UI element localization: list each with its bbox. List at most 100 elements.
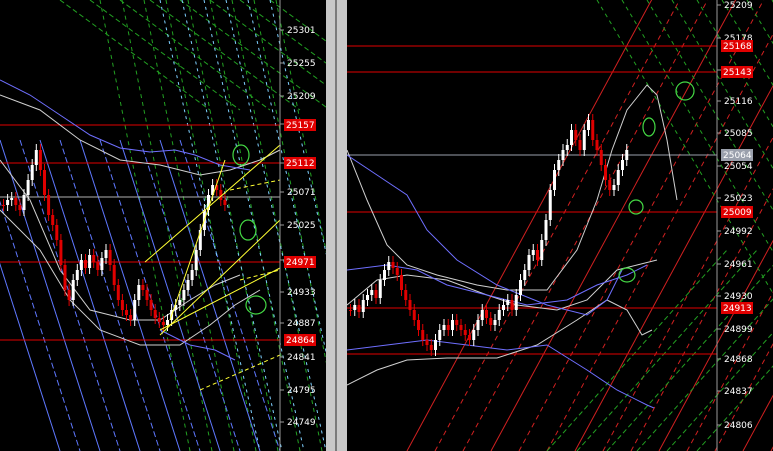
candle-body xyxy=(587,120,590,130)
right-circle-markers[interactable] xyxy=(618,81,695,283)
price-tag-bg xyxy=(721,66,753,78)
candle-body xyxy=(417,320,420,330)
splitter-groove xyxy=(335,0,337,451)
axis-label: 24899 xyxy=(724,325,753,335)
blue-fib-line xyxy=(179,139,281,451)
candle-body xyxy=(429,345,433,350)
red-fib-line xyxy=(434,0,681,451)
candle-body xyxy=(357,305,361,312)
candle-body xyxy=(63,265,67,290)
candle-body xyxy=(108,250,112,265)
candle-body xyxy=(446,325,450,330)
red-fib-line xyxy=(574,84,773,451)
blue-fib-line xyxy=(59,139,161,451)
price-tag-bg xyxy=(284,157,316,169)
blue-fib-line xyxy=(0,139,101,451)
upper-band xyxy=(347,84,678,291)
lower-band xyxy=(347,299,653,386)
candle-body xyxy=(84,260,87,268)
green-fib-line xyxy=(89,0,241,111)
candle-body xyxy=(591,120,595,140)
green-fib-line xyxy=(671,0,773,170)
left-horizontal-lines[interactable] xyxy=(0,124,280,341)
price-tag-label: 24971 xyxy=(286,258,315,268)
candle-body xyxy=(561,150,565,160)
candle-body xyxy=(463,330,467,335)
candle-body xyxy=(161,322,165,325)
candle-body xyxy=(361,300,365,312)
axis-label: 24868 xyxy=(724,355,753,365)
candle-body xyxy=(438,330,442,340)
candle-body xyxy=(96,262,100,270)
candle-body xyxy=(459,325,463,330)
candle-body xyxy=(608,180,612,190)
candle-body xyxy=(604,165,607,180)
candle-body xyxy=(141,285,145,290)
price-tag-bg xyxy=(721,149,753,161)
candle-body xyxy=(625,150,629,160)
pane-splitter[interactable] xyxy=(326,0,347,451)
candle-body xyxy=(145,290,149,300)
left-chart-canvas[interactable]: 2530125255252092516325117250712502524979… xyxy=(0,0,326,451)
candle-body xyxy=(71,280,75,300)
axis-label: 25071 xyxy=(287,188,316,198)
green-fib-line xyxy=(187,0,279,451)
green-fib-line xyxy=(621,0,773,253)
left-yellow-channel[interactable] xyxy=(144,144,281,391)
price-tag-label: 24913 xyxy=(723,304,752,314)
left-chart-pane[interactable]: 2530125255252092516325117250712502524979… xyxy=(0,0,326,451)
right-chart-pane[interactable]: 2520925178251472511625085250542502324992… xyxy=(347,0,773,451)
candle-body xyxy=(565,145,569,150)
candle-body xyxy=(502,305,505,310)
left-circle-markers[interactable] xyxy=(232,144,267,315)
candle-body xyxy=(468,335,471,340)
axis-label: 25255 xyxy=(287,59,316,69)
lower-band xyxy=(0,209,261,346)
candle-body xyxy=(548,190,552,220)
axis-label: 24795 xyxy=(287,386,316,396)
candle-body xyxy=(425,340,429,345)
candle-body xyxy=(519,280,522,295)
candle-body xyxy=(79,260,83,270)
red-fib-line xyxy=(658,239,773,451)
candle-body xyxy=(116,285,120,300)
right-horizontal-lines[interactable] xyxy=(347,45,717,355)
price-tag-bg xyxy=(721,40,753,52)
candle-body xyxy=(182,290,186,300)
axis-label: 24841 xyxy=(287,353,316,363)
green-fib-line xyxy=(636,298,773,451)
green-fib-line xyxy=(179,0,326,108)
circle-marker xyxy=(675,81,695,101)
candle-body xyxy=(595,140,599,150)
candle-body xyxy=(14,198,18,205)
candle-body xyxy=(112,265,116,285)
channel-line xyxy=(159,267,281,331)
price-tag-bg xyxy=(284,334,316,346)
axis-label: 25023 xyxy=(724,194,753,204)
candle-body xyxy=(621,160,624,170)
green-fib-line xyxy=(99,0,191,451)
green-fib-line xyxy=(149,0,301,111)
circle-marker xyxy=(642,117,656,137)
right-chart-canvas[interactable]: 2520925178251472511625085250542502324992… xyxy=(347,0,773,451)
ma-line xyxy=(0,79,251,171)
blue-fib-line xyxy=(119,139,221,451)
candle-body xyxy=(178,300,182,305)
axis-label: 24837 xyxy=(724,387,753,397)
middle-band xyxy=(0,159,241,321)
green-fib-line xyxy=(576,249,758,451)
left-candles xyxy=(2,144,227,331)
green-fib-line xyxy=(59,0,211,111)
candle-body xyxy=(34,150,38,165)
axis-label: 25178 xyxy=(724,34,753,44)
blue-fib-line xyxy=(99,139,201,451)
axis-label: 24930 xyxy=(724,292,753,302)
candle-body xyxy=(400,275,403,290)
candle-body xyxy=(100,258,104,270)
green-fib-line xyxy=(696,365,773,451)
cyan-fib-line xyxy=(159,0,261,451)
ma-line xyxy=(347,154,623,316)
green-fib-line xyxy=(606,264,773,451)
candle-body xyxy=(67,290,71,300)
candle-body xyxy=(442,325,446,330)
